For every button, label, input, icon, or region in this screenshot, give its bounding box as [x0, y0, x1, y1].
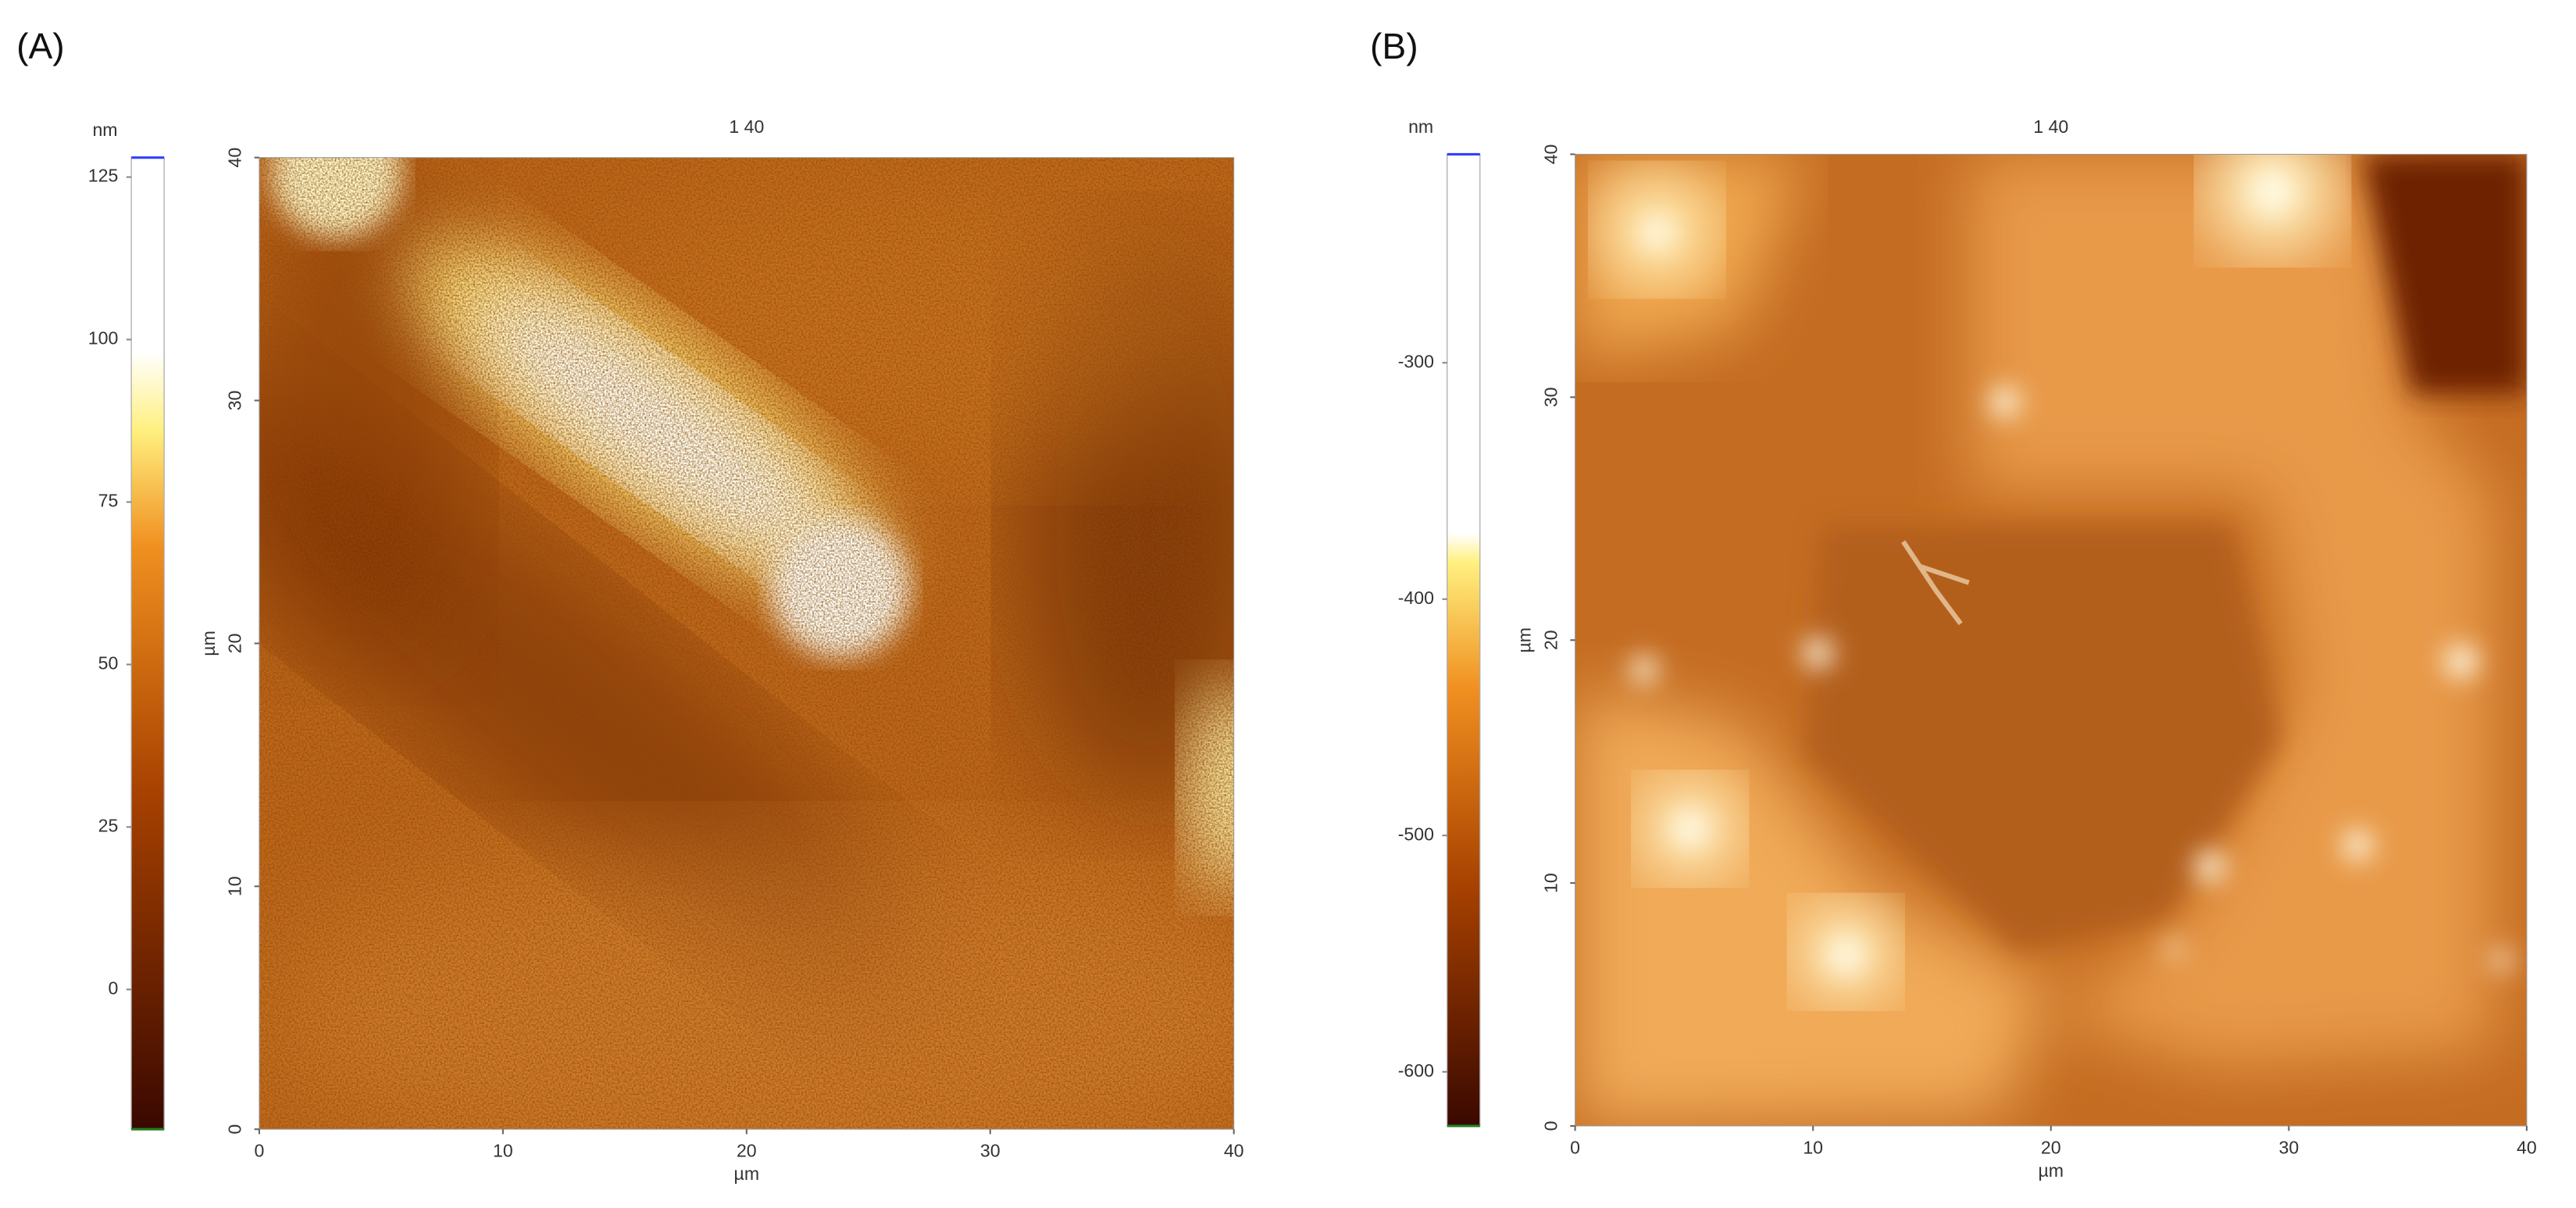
y-tick-label: 10 — [1540, 873, 1561, 893]
colorbar-tick-label: 125 — [88, 166, 119, 186]
colorbar — [130, 157, 165, 1130]
y-tick-label: 10 — [225, 876, 245, 896]
x-tick-label: 20 — [737, 1141, 757, 1161]
colorbar-label: nm — [1408, 116, 1433, 137]
y-tick-label: 30 — [225, 391, 245, 411]
colorbar-tick-label: -300 — [1398, 351, 1434, 371]
x-tick-label: 40 — [2517, 1137, 2537, 1157]
colorbar-tick-label: 100 — [88, 328, 119, 348]
y-tick-label: 0 — [225, 1124, 245, 1135]
colorbar-tick-label: 50 — [98, 653, 119, 674]
x-tick-label: 10 — [493, 1141, 513, 1161]
chart-title: 1 40 — [729, 116, 764, 137]
height-map — [259, 157, 1234, 1130]
panel-label: (B) — [1370, 26, 1418, 66]
y-tick-label: 20 — [1540, 630, 1561, 650]
y-tick-label: 30 — [1540, 387, 1561, 407]
y-tick-label: 40 — [1540, 145, 1561, 165]
y-axis-label: µm — [198, 631, 219, 656]
panel-label: (A) — [16, 26, 65, 66]
colorbar — [1447, 153, 1481, 1127]
x-tick-label: 40 — [1224, 1141, 1244, 1161]
y-tick-label: 20 — [225, 634, 245, 654]
x-axis-label: µm — [2038, 1160, 2064, 1181]
colorbar-tick-label: -600 — [1398, 1060, 1434, 1081]
colorbar-tick-label: 25 — [98, 816, 119, 836]
y-tick-label: 0 — [1540, 1121, 1561, 1131]
x-tick-label: 30 — [2278, 1137, 2299, 1157]
x-tick-label: 10 — [1803, 1137, 1823, 1157]
colorbar-label: nm — [92, 120, 117, 140]
x-tick-label: 0 — [255, 1141, 265, 1161]
colorbar-tick-label: -400 — [1398, 588, 1434, 608]
x-axis-label: µm — [734, 1163, 760, 1184]
x-tick-label: 20 — [2041, 1137, 2061, 1157]
x-tick-label: 0 — [1570, 1137, 1580, 1157]
height-map — [1575, 154, 2527, 1126]
y-tick-label: 40 — [225, 148, 245, 168]
chart-title: 1 40 — [2033, 116, 2068, 137]
colorbar-tick-label: -500 — [1398, 824, 1434, 844]
colorbar-tick-label: 0 — [108, 977, 118, 998]
y-axis-label: µm — [1515, 627, 1535, 653]
colorbar-tick-label: 75 — [98, 491, 119, 511]
x-tick-label: 30 — [980, 1141, 1001, 1161]
